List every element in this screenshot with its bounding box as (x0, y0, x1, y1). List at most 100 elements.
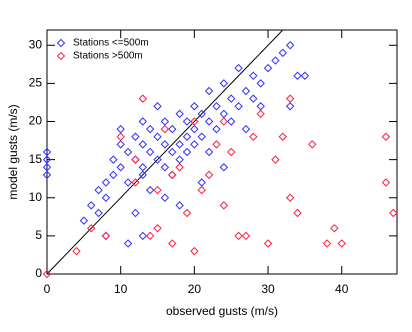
point (227, 147, 236, 157)
point (212, 140, 221, 149)
point (160, 163, 170, 172)
point (94, 185, 103, 195)
point (308, 140, 317, 149)
point (381, 178, 391, 187)
point (337, 239, 346, 248)
point (168, 170, 177, 180)
point (116, 163, 125, 172)
point (101, 231, 111, 241)
point (131, 155, 140, 164)
point (87, 201, 96, 210)
point (131, 155, 140, 164)
point (153, 102, 162, 111)
point (116, 140, 125, 149)
point (168, 124, 177, 134)
point (285, 41, 295, 50)
point (145, 124, 155, 134)
point (278, 132, 287, 141)
point (42, 163, 52, 172)
point (190, 246, 199, 256)
point (293, 71, 302, 80)
point (160, 124, 170, 134)
point (204, 117, 214, 126)
one-to-one-line (46, 29, 284, 275)
point (219, 79, 229, 88)
y-tick-label: 0 (35, 266, 42, 280)
point (330, 224, 339, 233)
point (204, 170, 214, 180)
x-axis-label: observed gusts (m/s) (166, 304, 278, 318)
x-tick-label: 40 (335, 282, 349, 296)
point (138, 140, 147, 149)
point (138, 170, 147, 180)
x-tick-label: 0 (44, 282, 51, 296)
point (256, 102, 265, 111)
point (197, 109, 206, 119)
point (256, 109, 265, 119)
point (131, 178, 140, 187)
point (300, 71, 310, 80)
point (101, 193, 111, 202)
point (227, 94, 236, 103)
y-tick-label: 15 (29, 152, 43, 166)
point (190, 140, 199, 149)
point (175, 201, 184, 210)
point (175, 109, 184, 119)
point (109, 170, 118, 180)
point (212, 102, 221, 111)
x-tick-label: 10 (114, 282, 128, 296)
point (249, 94, 258, 103)
point (197, 185, 206, 195)
point (219, 201, 229, 210)
point (168, 239, 177, 248)
point (123, 147, 133, 157)
point (204, 147, 214, 157)
point (381, 132, 391, 141)
point (190, 124, 199, 134)
point (101, 178, 111, 187)
point (182, 208, 192, 218)
point (256, 79, 265, 88)
point (42, 155, 52, 164)
y-tick-label: 10 (29, 190, 43, 204)
point (234, 63, 243, 73)
y-axis-label: model gusts (m/s) (6, 104, 20, 199)
point (204, 86, 214, 96)
x-tick-label: 20 (188, 282, 202, 296)
point (138, 231, 147, 241)
legend-marker (56, 51, 66, 61)
point (234, 102, 243, 111)
point (227, 117, 236, 126)
legend-label: Stations <=500m (73, 38, 149, 49)
point (249, 71, 258, 80)
point (145, 185, 155, 195)
y-tick-label: 30 (29, 37, 43, 51)
point (190, 102, 199, 111)
point (138, 117, 147, 126)
point (153, 224, 162, 233)
point (87, 224, 96, 233)
point (219, 163, 229, 172)
point (72, 246, 81, 256)
point (182, 117, 192, 126)
point (241, 231, 251, 241)
point (153, 185, 162, 195)
point (182, 132, 192, 141)
point (293, 208, 302, 218)
point (168, 147, 177, 157)
point (271, 56, 280, 65)
point (285, 94, 295, 103)
point (131, 208, 140, 218)
point (94, 208, 103, 218)
y-tick-label: 20 (29, 114, 43, 128)
point (241, 86, 251, 96)
point (271, 155, 280, 164)
point (278, 48, 287, 58)
point (175, 163, 184, 172)
point (234, 231, 243, 241)
point (212, 124, 221, 134)
point (123, 239, 133, 248)
legend-label: Stations >500m (73, 51, 143, 62)
y-tick-label: 5 (35, 228, 42, 242)
